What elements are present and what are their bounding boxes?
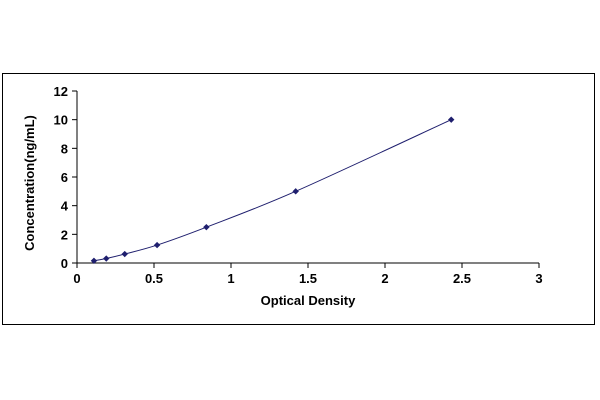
x-axis-title: Optical Density <box>261 293 356 308</box>
x-tick-label: 1.5 <box>299 271 317 286</box>
data-point <box>203 223 210 231</box>
data-point <box>103 255 110 262</box>
y-tick-label: 12 <box>54 84 68 99</box>
x-tick-label: 0.5 <box>145 271 163 286</box>
x-tick-label: 0 <box>73 271 80 286</box>
data-point <box>153 241 161 249</box>
ticks <box>72 90 540 268</box>
y-tick-label: 2 <box>61 227 68 242</box>
y-axis-title: Concentration(ng/mL) <box>22 115 37 251</box>
chart-frame: 0 0.5 1 1.5 2 2.5 3 0 2 4 6 8 10 12 Optical Density C… <box>2 73 595 325</box>
y-tick-label: 0 <box>61 256 68 271</box>
chart-svg: 0 0.5 1 1.5 2 2.5 3 0 2 4 6 8 10 12 Optical Density C… <box>22 84 543 308</box>
y-tick-label: 4 <box>61 199 69 214</box>
y-tick-label: 6 <box>61 170 68 185</box>
data-point <box>121 250 128 258</box>
trend-line <box>93 119 452 262</box>
data-point <box>292 188 299 195</box>
x-tick-label: 2 <box>381 271 388 286</box>
x-tick-label: 3 <box>535 271 542 286</box>
data-point <box>90 257 98 264</box>
axes <box>76 91 539 264</box>
data-point <box>448 116 455 123</box>
data-points <box>90 116 455 264</box>
x-tick-label: 1 <box>227 271 234 286</box>
x-tick-label: 2.5 <box>453 271 471 286</box>
y-tick-label: 8 <box>61 141 68 156</box>
y-tick-label: 10 <box>54 113 68 128</box>
tick-labels: 0 0.5 1 1.5 2 2.5 3 0 2 4 6 8 10 12 <box>54 84 543 286</box>
